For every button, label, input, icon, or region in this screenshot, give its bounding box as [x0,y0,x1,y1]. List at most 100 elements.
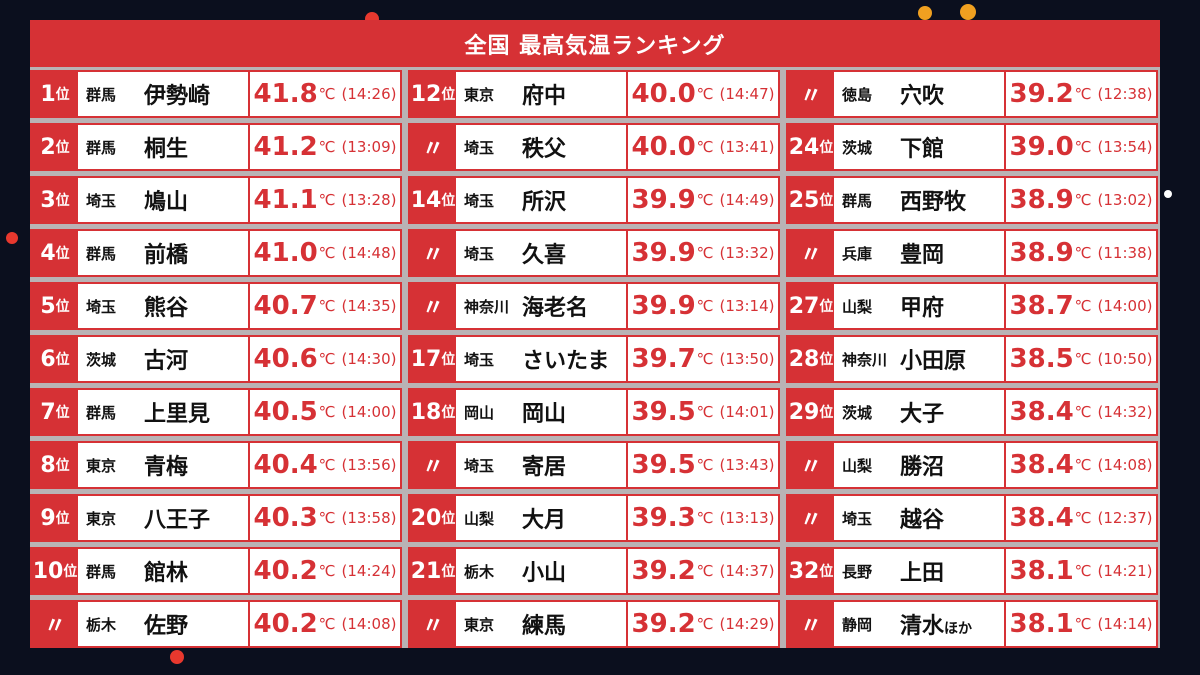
observation-time: (13:02) [1097,191,1153,209]
city-name: 大月 [522,508,567,533]
ranking-row: 〃 山梨 勝沼 38.4 ℃ (14:08) [786,441,1158,489]
rank-cell: 12 位 [410,72,456,116]
rank-cell: 21 位 [410,549,456,593]
temperature-value: 38.1 [1009,609,1074,639]
temperature-cell: 39.9 ℃ (13:32) [628,231,778,275]
temperature-cell: 40.5 ℃ (14:00) [250,390,400,434]
location-cell: 岡山 岡山 [456,390,626,434]
temperature-unit: ℃ [1074,138,1092,156]
location-cell: 群馬 上里見 [78,390,248,434]
rank-cell: 32 位 [788,549,834,593]
rank-number: 18 [410,399,442,425]
rank-number: 〃 [799,84,822,109]
city-name: 豊岡 [900,243,945,268]
temperature-value: 38.9 [1009,238,1074,268]
temperature-cell: 38.4 ℃ (14:08) [1006,443,1156,487]
prefecture: 長野 [842,562,873,581]
prefecture: 群馬 [86,138,117,157]
ranking-row: 10 位 群馬 館林 40.2 ℃ (14:24) [30,547,402,595]
rank-cell: 〃 [788,231,834,275]
city-name: 古河 [144,349,189,374]
rank-number: 24 [788,134,820,160]
prefecture: 東京 [464,85,495,104]
rank-number: 20 [410,505,442,531]
temperature-unit: ℃ [1074,615,1092,633]
ranking-row: 18 位 岡山 岡山 39.5 ℃ (14:01) [408,388,780,436]
location-cell: 長野 上田 [834,549,1004,593]
temperature-unit: ℃ [318,509,336,527]
observation-time: (12:38) [1097,85,1153,103]
prefecture: 茨城 [842,403,873,422]
city-name: 小山 [522,561,567,586]
rank-cell: 〃 [788,496,834,540]
observation-time: (13:28) [341,191,397,209]
ranking-row: 14 位 埼玉 所沢 39.9 ℃ (14:49) [408,176,780,224]
rank-cell: 27 位 [788,284,834,328]
rank-suffix: 位 [55,87,70,103]
rank-number: 〃 [421,243,444,268]
observation-time: (13:56) [341,456,397,474]
prefecture: 埼玉 [464,138,495,157]
temperature-unit: ℃ [696,350,714,368]
temperature-unit: ℃ [696,615,714,633]
temperature-cell: 40.2 ℃ (14:24) [250,549,400,593]
city: 下館 [900,131,944,163]
rank-suffix: 位 [441,352,456,368]
city: 上田 [900,555,944,587]
observation-time: (14:47) [719,85,775,103]
temperature-cell: 41.1 ℃ (13:28) [250,178,400,222]
ranking-row: 〃 埼玉 久喜 39.9 ℃ (13:32) [408,229,780,277]
temperature-unit: ℃ [318,191,336,209]
city-name: 西野牧 [900,190,967,215]
observation-time: (13:58) [341,509,397,527]
location-cell: 茨城 大子 [834,390,1004,434]
temperature-unit: ℃ [318,244,336,262]
rank-cell: 〃 [788,443,834,487]
temperature-value: 39.9 [631,238,696,268]
rank-cell: 29 位 [788,390,834,434]
observation-time: (14:26) [341,85,397,103]
city: 西野牧 [900,184,966,216]
temperature-unit: ℃ [696,297,714,315]
rank-number: 〃 [421,137,444,162]
city-name: 寄居 [522,455,567,480]
prefecture: 兵庫 [842,244,873,263]
rank-number: 9 [40,505,56,531]
rank-number: 〃 [421,614,444,639]
location-cell: 茨城 古河 [78,337,248,381]
temperature-unit: ℃ [318,138,336,156]
temperature-cell: 41.0 ℃ (14:48) [250,231,400,275]
temperature-value: 38.1 [1009,556,1074,586]
observation-time: (14:14) [1097,615,1153,633]
decor-dot [918,6,932,20]
observation-time: (14:35) [341,297,397,315]
observation-time: (14:08) [341,615,397,633]
prefecture: 群馬 [86,562,117,581]
ranking-row: 27 位 山梨 甲府 38.7 ℃ (14:00) [786,282,1158,330]
temperature-unit: ℃ [1074,191,1092,209]
ranking-row: 〃 静岡 清水ほか 38.1 ℃ (14:14) [786,600,1158,648]
temperature-unit: ℃ [1074,244,1092,262]
city-name: 鳩山 [144,190,189,215]
ranking-row: 28 位 神奈川 小田原 38.5 ℃ (10:50) [786,335,1158,383]
city-name: 所沢 [522,190,567,215]
observation-time: (13:14) [719,297,775,315]
prefecture: 東京 [86,456,117,475]
observation-time: (14:01) [719,403,775,421]
rank-number: 14 [410,187,442,213]
prefecture: 神奈川 [842,350,888,369]
location-cell: 静岡 清水ほか [834,602,1004,646]
ranking-row: 〃 兵庫 豊岡 38.9 ℃ (11:38) [786,229,1158,277]
temperature-value: 40.2 [253,609,318,639]
temperature-cell: 40.7 ℃ (14:35) [250,284,400,328]
city: 寄居 [522,449,566,481]
observation-time: (14:08) [1097,456,1153,474]
temperature-cell: 38.4 ℃ (14:32) [1006,390,1156,434]
location-cell: 東京 府中 [456,72,626,116]
temperature-unit: ℃ [696,244,714,262]
rank-suffix: 位 [441,87,456,103]
